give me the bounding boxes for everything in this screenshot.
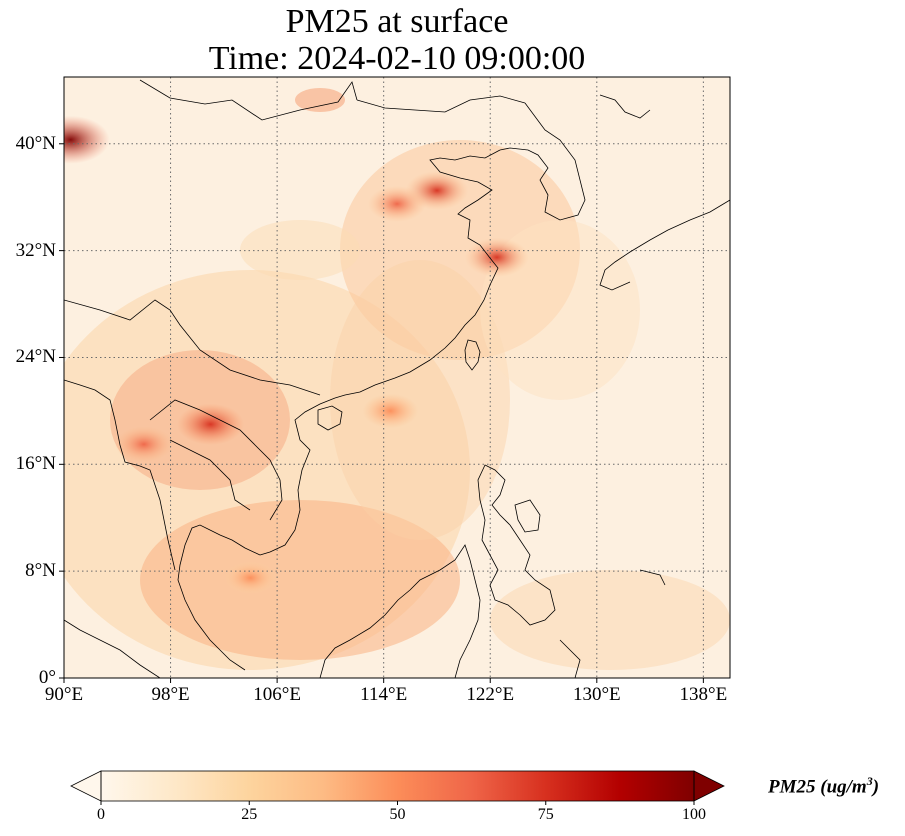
pm25-hotspot (368, 185, 426, 222)
colorbar-tick-label: 0 (97, 806, 105, 823)
pm25-hotspot (177, 403, 245, 445)
y-tick-label: 32°N (15, 239, 56, 261)
coastlines (64, 79, 730, 678)
pm25-hotspot (362, 393, 419, 429)
x-tick-label: 90°E (44, 684, 84, 705)
colorbar-tick-label: 25 (241, 806, 258, 823)
y-tick-label: 24°N (15, 346, 56, 368)
colorbar-gradient (101, 771, 694, 801)
map-title-line2: Time: 2024-02-10 09:00:00 (208, 40, 586, 77)
y-tick-label: 40°N (15, 132, 56, 154)
map-frame (63, 76, 731, 679)
colorbar-tick-label: 75 (537, 806, 554, 823)
y-tick-label: 8°N (25, 560, 56, 582)
colorbar-extend-high (693, 770, 725, 802)
y-tick-label: 16°N (15, 453, 56, 475)
colorbar-extend-low (70, 770, 102, 802)
y-tick-label: 0° (38, 667, 56, 688)
map-area (64, 77, 730, 678)
pm25-hotspots (64, 115, 529, 595)
x-tick-label: 98°E (151, 684, 190, 705)
gridlines (64, 77, 730, 678)
colorbar-tick-label: 50 (389, 806, 406, 823)
x-tick-label: 122°E (466, 684, 515, 705)
x-tick-label: 114°E (360, 684, 408, 705)
pm25-hotspot (464, 237, 529, 278)
colorbar-title: PM25 (ug/m3) (768, 774, 880, 798)
pm25-hotspot (114, 426, 173, 463)
pm25-hotspot (224, 561, 277, 595)
map-title-line1: PM25 at surface (285, 3, 509, 40)
pm25-hotspot (64, 115, 110, 164)
colorbar-tick-label: 100 (682, 806, 706, 823)
x-tick-label: 130°E (572, 684, 621, 705)
x-tick-label: 106°E (253, 684, 301, 705)
colorbar (70, 770, 725, 805)
x-tick-label: 138°E (679, 684, 728, 705)
